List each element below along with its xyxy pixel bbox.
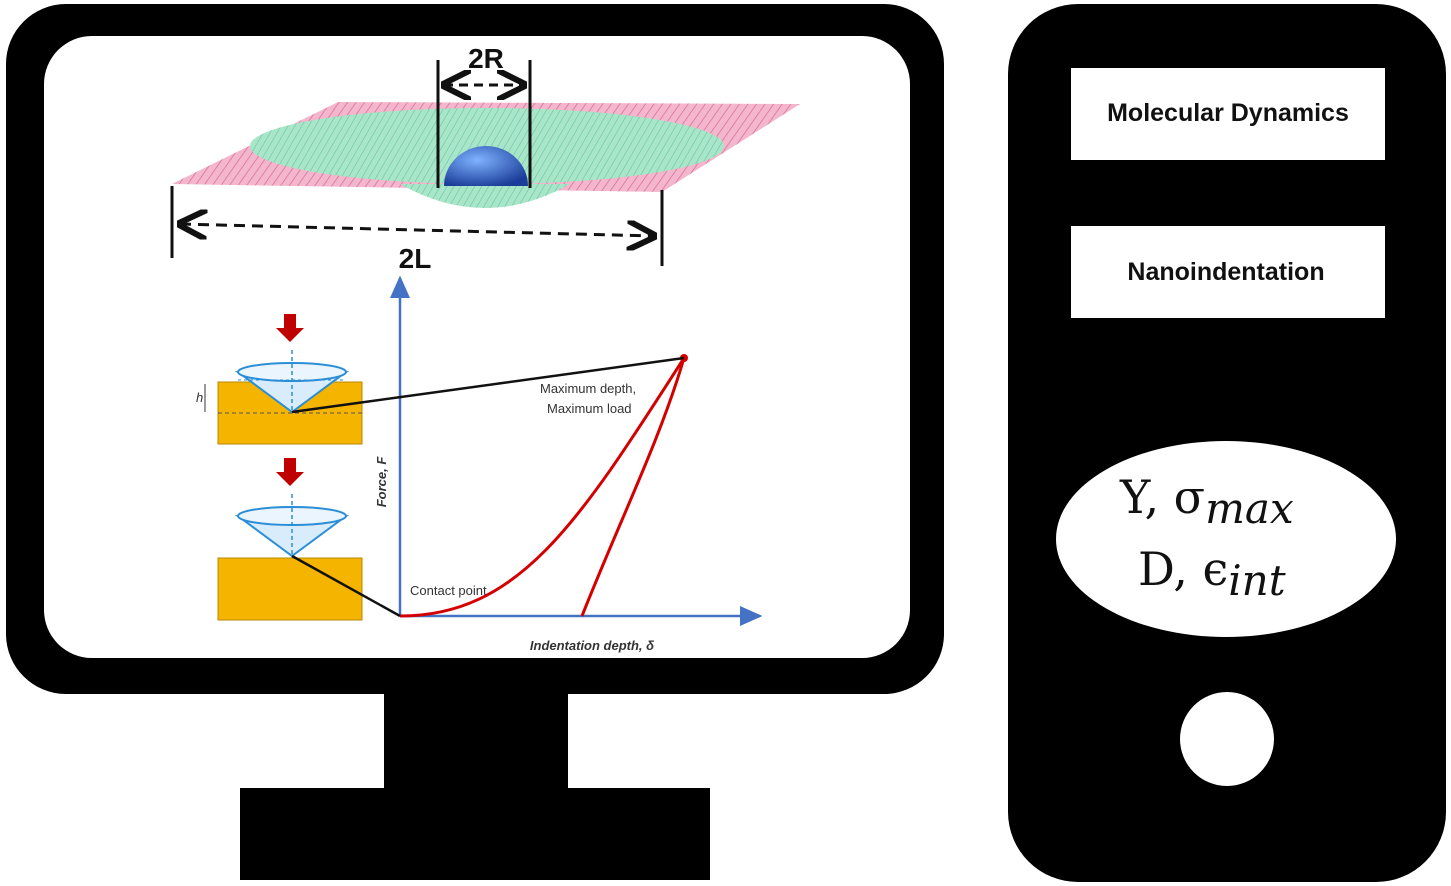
- monitor-neck: [384, 690, 568, 790]
- monitor-stand: [240, 788, 710, 880]
- indentation-schematic-initial: [217, 458, 363, 621]
- annotation-max-line1: Maximum depth,: [540, 381, 636, 396]
- red-load-arrow-top: [276, 314, 304, 342]
- unloading-curve: [580, 357, 686, 617]
- membrane-dimple: [400, 184, 570, 208]
- label-2R: 2R: [468, 43, 504, 74]
- indentation-schematic-loaded: h: [196, 314, 363, 445]
- symbol-D-epsilon: D, ϵ: [1138, 542, 1228, 596]
- connector-bottom: [291, 554, 401, 618]
- dimension-2R: 2R: [436, 43, 532, 188]
- dimension-2L: 2L: [170, 186, 664, 274]
- connector-top: [291, 356, 685, 414]
- label-h: h: [196, 390, 203, 405]
- annotation-max-line2: Maximum load: [547, 401, 632, 416]
- monitor-screen: [44, 36, 910, 658]
- computer-tower: Molecular Dynamics Nanoindentation Y, σm…: [1008, 4, 1446, 882]
- green-suspended-region: [250, 108, 724, 184]
- box-nanoindentation: [1071, 226, 1385, 318]
- power-button[interactable]: [1180, 692, 1274, 786]
- red-load-arrow-bottom: [276, 458, 304, 486]
- subscript-max: max: [1205, 484, 1294, 533]
- label-molecular-dynamics: Molecular Dynamics: [1107, 99, 1349, 127]
- result-line-2: D, ϵint: [1138, 542, 1286, 605]
- annotation-contact-point: Contact point: [410, 583, 487, 598]
- subscript-int: int: [1228, 556, 1285, 605]
- box-molecular-dynamics: [1071, 68, 1385, 160]
- result-line-1: Y, σmax: [1119, 470, 1294, 533]
- force-depth-plot: Maximum depth, Maximum load Contact poin…: [291, 275, 763, 653]
- results-ellipse: [1056, 441, 1396, 637]
- label-nanoindentation: Nanoindentation: [1127, 258, 1324, 286]
- loading-curve: [399, 357, 686, 618]
- membrane-illustration: [172, 102, 800, 208]
- label-2L: 2L: [399, 243, 432, 274]
- substrate-block-bottom: [217, 557, 363, 621]
- indenter-sphere: [444, 146, 528, 186]
- y-axis-title: Force, F: [374, 456, 389, 508]
- x-axis-title: Indentation depth, δ: [530, 638, 654, 653]
- symbol-Y-sigma: Y, σ: [1119, 470, 1205, 524]
